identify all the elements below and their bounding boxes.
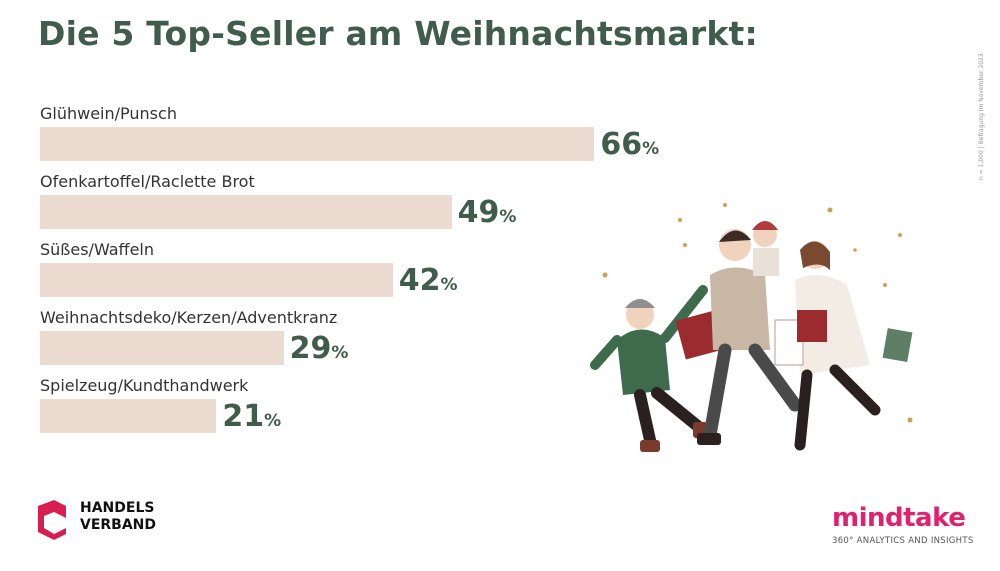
bar-row: Spielzeug/Kundthandwerk 21%: [40, 376, 740, 436]
bar-value-label: 29%: [289, 331, 349, 366]
bar: [40, 195, 452, 229]
christmas-shoppers-illustration: [590, 203, 913, 452]
handelsverband-wordmark: HANDELS VERBAND: [80, 500, 157, 533]
bar-row: Weihnachtsdeko/Kerzen/Adventkranz 29%: [40, 308, 740, 368]
bar-label: Glühwein/Punsch: [40, 104, 177, 123]
bar-row: Ofenkartoffel/Raclette Brot 49%: [40, 172, 740, 232]
bar-label: Süßes/Waffeln: [40, 240, 154, 259]
handelsverband-logo: [38, 500, 66, 540]
bar: [40, 331, 284, 365]
bar-row: Süßes/Waffeln 42%: [40, 240, 740, 300]
bar-value-label: 21%: [222, 399, 282, 434]
bar-value-label: 42%: [398, 263, 458, 298]
bar-value-label: 49%: [457, 195, 517, 230]
bar-label: Weihnachtsdeko/Kerzen/Adventkranz: [40, 308, 338, 327]
bar-label: Ofenkartoffel/Raclette Brot: [40, 172, 255, 191]
bar: [40, 127, 595, 161]
bar: [40, 263, 393, 297]
mindtake-logo: mindtake: [832, 503, 966, 533]
mindtake-tagline: 360° ANALYTICS AND INSIGHTS: [832, 536, 974, 546]
sample-note: n = 1.000 | Befragung im November 2023: [978, 53, 985, 180]
bar-row: Glühwein/Punsch 66%: [40, 104, 740, 164]
bar: [40, 399, 217, 433]
bar-label: Spielzeug/Kundthandwerk: [40, 376, 249, 395]
page-title: Die 5 Top-Seller am Weihnachtsmarkt:: [38, 14, 758, 53]
bar-value-label: 66%: [600, 127, 660, 162]
